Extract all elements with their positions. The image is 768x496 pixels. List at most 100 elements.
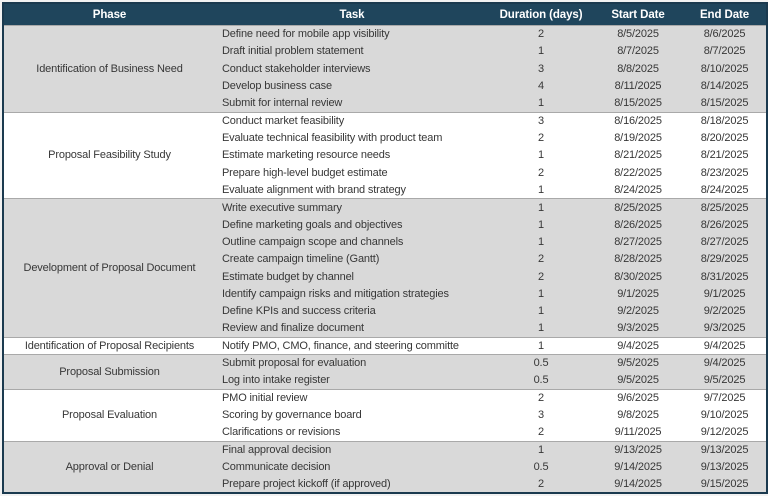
end-date-cell: 8/24/2025 [683,181,767,199]
end-date-cell: 9/4/2025 [683,353,767,372]
start-date-cell: 8/7/2025 [593,42,683,61]
duration-cell: 1 [489,285,593,303]
start-date-cell: 9/14/2025 [593,458,683,476]
task-cell: Prepare project kickoff (if approved) [215,475,489,493]
task-row: Evaluate technical feasibility with prod… [3,129,767,147]
header-task: Task [215,3,489,26]
start-date-cell: 8/25/2025 [593,198,683,216]
task-row: Develop business case 4 8/11/2025 8/14/2025 [3,77,767,95]
task-row: Create campaign timeline (Gantt) 2 8/28/20… [3,250,767,268]
end-date-cell: 8/20/2025 [683,129,767,147]
end-date-cell: 9/12/2025 [683,423,767,441]
phase-cell: Identification of Proposal Recipients [3,336,215,355]
task-row: Identification of Proposal Recipients Not… [3,336,767,355]
start-date-cell: 9/11/2025 [593,423,683,441]
end-date-cell: 8/26/2025 [683,215,767,234]
task-row: Scoring by governance board 3 9/8/2025 9/10… [3,406,767,424]
end-date-cell: 9/13/2025 [683,440,767,459]
duration-cell: 1 [489,181,593,199]
task-cell: Log into intake register [215,371,489,390]
task-cell: Define KPIs and success criteria [215,302,489,320]
end-date-cell: 9/15/2025 [683,475,767,493]
start-date-cell: 8/8/2025 [593,60,683,78]
duration-cell: 1 [489,336,593,355]
end-date-cell: 8/31/2025 [683,267,767,286]
task-cell: Evaluate alignment with brand strategy [215,181,489,199]
header-duration: Duration (days) [489,3,593,26]
end-date-cell: 9/5/2025 [683,371,767,390]
end-date-cell: 9/10/2025 [683,406,767,424]
start-date-cell: 9/4/2025 [593,336,683,355]
phase-cell: Identification of Business Need [3,25,215,113]
task-row: Prepare high-level budget estimate 2 8/22/… [3,164,767,182]
task-row: Estimate budget by channel 2 8/30/2025 8/31… [3,267,767,286]
duration-cell: 2 [489,388,593,407]
task-row: Log into intake register 0.5 9/5/2025 9/5/2… [3,371,767,390]
duration-cell: 2 [489,164,593,182]
task-row: Prepare project kickoff (if approved) 2 9/… [3,475,767,493]
duration-cell: 2 [489,250,593,268]
end-date-cell: 9/1/2025 [683,285,767,303]
duration-cell: 0.5 [489,371,593,390]
phase-cell: Proposal Evaluation [3,388,215,441]
duration-cell: 1 [489,233,593,251]
header-row: Phase Task Duration (days) Start Date En… [3,3,767,26]
end-date-cell: 8/18/2025 [683,111,767,130]
task-row: Define marketing goals and objectives 1 8/… [3,215,767,234]
duration-cell: 1 [489,146,593,164]
start-date-cell: 9/13/2025 [593,440,683,459]
task-row: Clarifications or revisions 2 9/11/2025 9/1… [3,423,767,441]
start-date-cell: 9/5/2025 [593,353,683,372]
task-cell: Evaluate technical feasibility with prod… [215,129,489,147]
task-cell: Draft initial problem statement [215,42,489,61]
plan-table-body: Identification of Business Need Define ne… [3,24,767,493]
start-date-cell: 9/3/2025 [593,319,683,338]
start-date-cell: 9/5/2025 [593,371,683,390]
task-cell: Communicate decision [215,458,489,476]
start-date-cell: 8/5/2025 [593,24,683,43]
duration-cell: 1 [489,42,593,61]
start-date-cell: 8/28/2025 [593,250,683,268]
task-row: Outline campaign scope and channels 1 8/27… [3,233,767,251]
end-date-cell: 9/13/2025 [683,458,767,476]
end-date-cell: 9/7/2025 [683,388,767,407]
end-date-cell: 8/29/2025 [683,250,767,268]
duration-cell: 2 [489,267,593,286]
task-cell: Identify campaign risks and mitigation s… [215,285,489,303]
duration-cell: 3 [489,406,593,424]
task-row: Approval or Denial Final approval decisio… [3,440,767,493]
end-date-cell: 8/23/2025 [683,164,767,182]
end-date-cell: 8/25/2025 [683,198,767,216]
start-date-cell: 9/6/2025 [593,388,683,407]
task-cell: Develop business case [215,77,489,95]
duration-cell: 2 [489,129,593,147]
task-row: Define KPIs and success criteria 1 9/2/202… [3,302,767,320]
duration-cell: 2 [489,475,593,493]
end-date-cell: 9/4/2025 [683,336,767,355]
header-end-date: End Date [683,3,767,26]
duration-cell: 1 [489,319,593,338]
task-cell: Notify PMO, CMO, finance, and steering c… [215,336,489,355]
start-date-cell: 8/11/2025 [593,77,683,95]
task-row: Submit for internal review 1 8/15/2025 8/15… [3,94,767,113]
end-date-cell: 8/27/2025 [683,233,767,251]
task-row: Proposal Submission Submit proposal for e… [3,353,767,390]
start-date-cell: 8/26/2025 [593,215,683,234]
end-date-cell: 8/14/2025 [683,77,767,95]
start-date-cell: 9/2/2025 [593,302,683,320]
duration-cell: 3 [489,111,593,130]
header-start-date: Start Date [593,3,683,26]
duration-cell: 1 [489,198,593,216]
start-date-cell: 9/14/2025 [593,475,683,493]
task-row: Proposal Feasibility Study Conduct market… [3,111,767,199]
end-date-cell: 8/6/2025 [683,24,767,43]
task-cell: Estimate budget by channel [215,267,489,286]
end-date-cell: 9/3/2025 [683,319,767,338]
task-cell: Create campaign timeline (Gantt) [215,250,489,268]
start-date-cell: 8/15/2025 [593,94,683,113]
end-date-cell: 8/10/2025 [683,60,767,78]
phase-cell: Development of Proposal Document [3,198,215,338]
end-date-cell: 8/15/2025 [683,94,767,113]
duration-cell: 0.5 [489,458,593,476]
